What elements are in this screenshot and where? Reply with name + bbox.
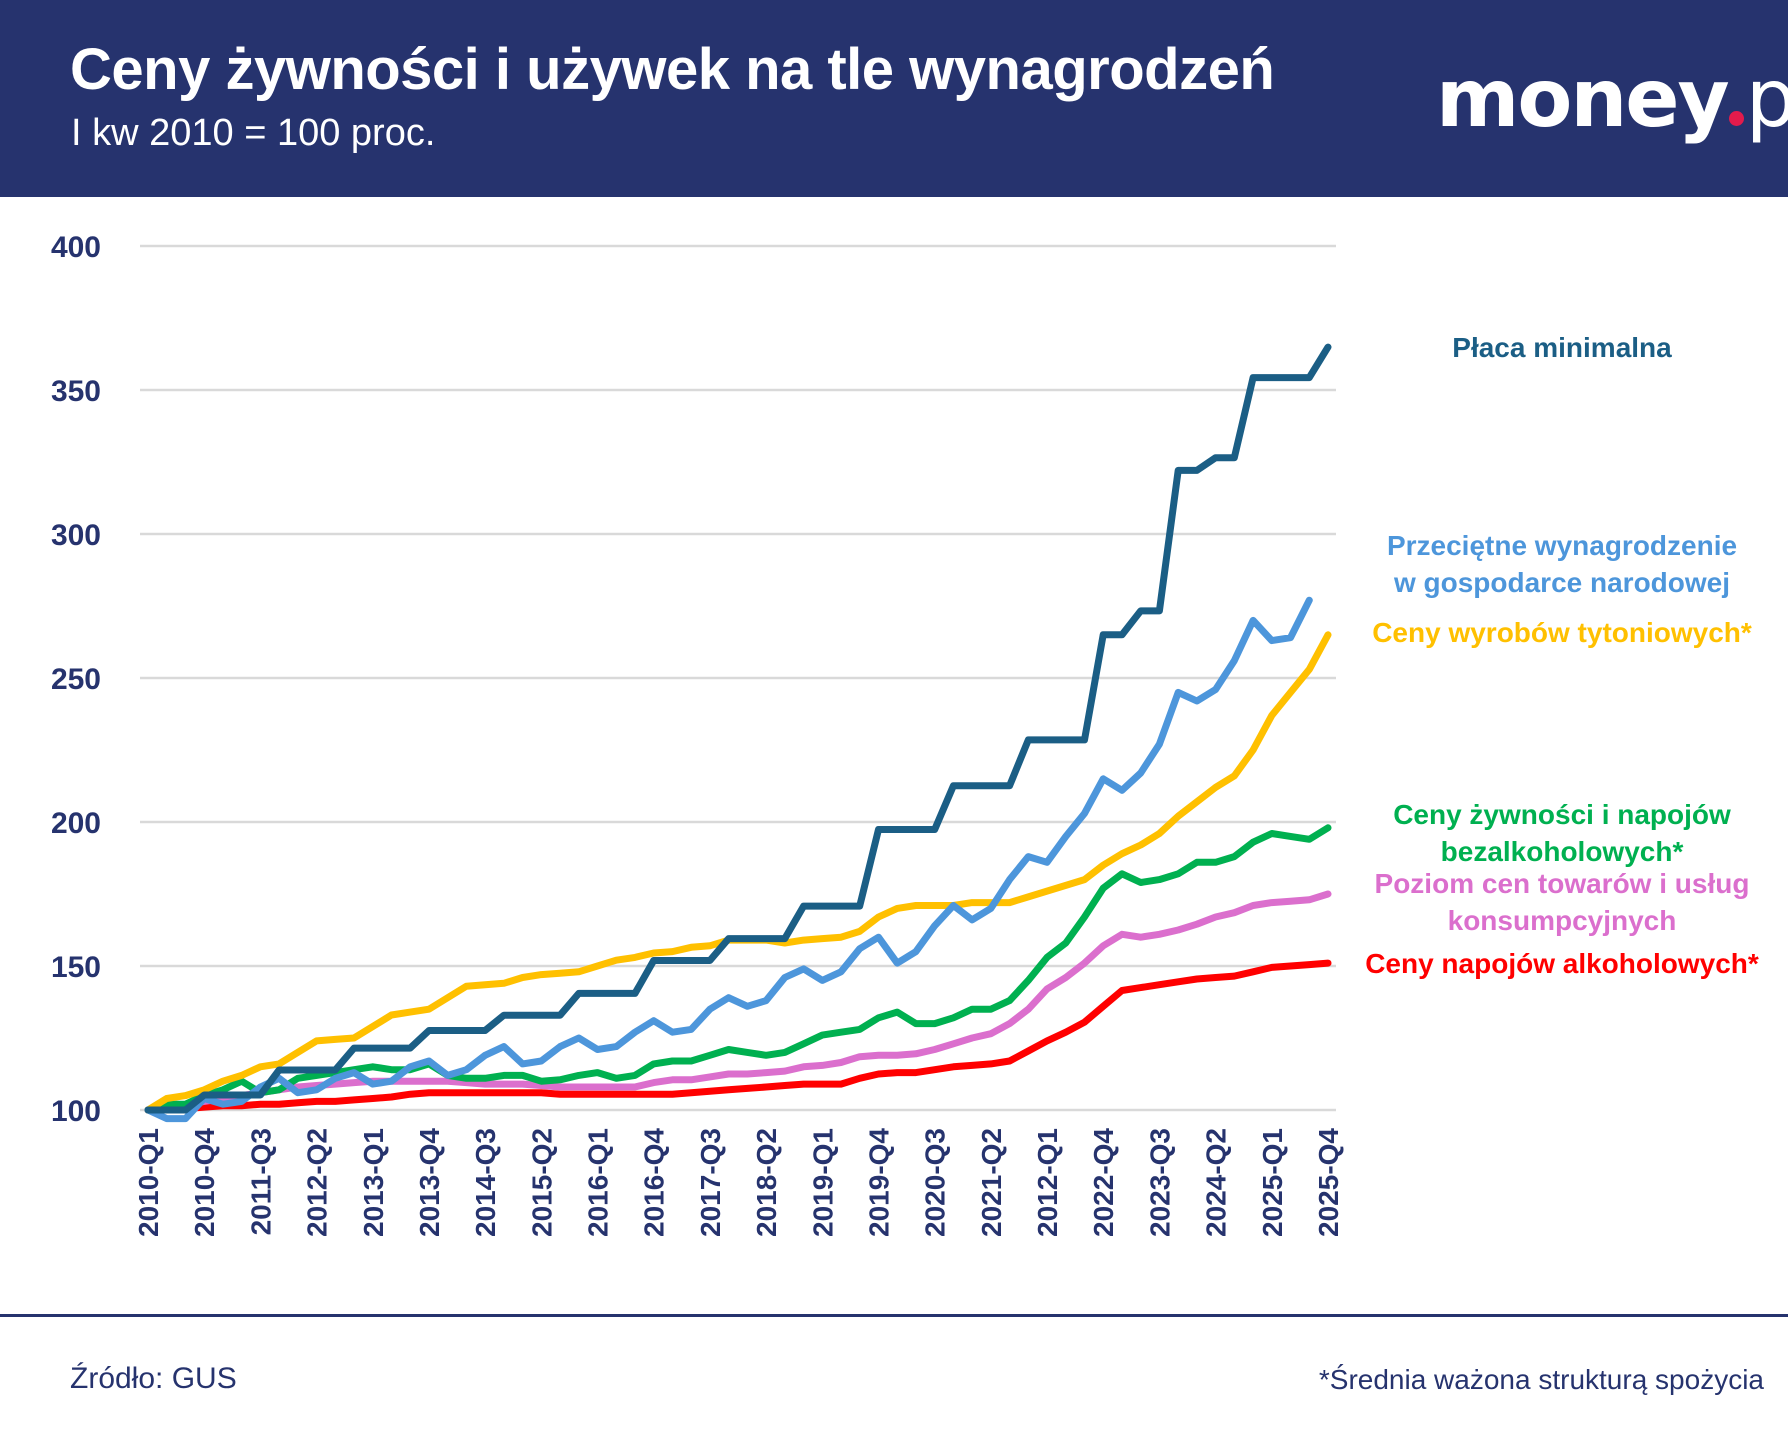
x-tick-label: 2022-Q4 [1088,1128,1119,1237]
series-line [144,959,1332,1114]
y-tick-label: 200 [51,807,101,840]
series-label: Ceny żywności i napojów bezalkoholowych* [1393,796,1731,870]
x-tick-label: 2010-Q4 [189,1128,220,1237]
x-tick-label: 2020-Q3 [920,1128,951,1237]
header-banner: Ceny żywności i używek na tle wynagrodze… [0,0,1788,197]
x-tick-label: 2011-Q3 [245,1128,276,1235]
logo-dot-icon [1728,111,1744,126]
series-label: Poziom cen towarów i usług konsumpcyjnych [1375,865,1750,939]
series-line [144,890,1332,1114]
y-tick-label: 400 [51,231,101,264]
series-label-line: Płaca minimalna [1452,332,1672,363]
money-pl-logo: moneypl [1436,52,1788,145]
chart-title: Ceny żywności i używek na tle wynagrodze… [70,37,1275,102]
x-tick-label: 2017-Q3 [695,1128,726,1237]
x-tick-label: 2016-Q1 [583,1128,614,1237]
x-tick-label: 2021-Q2 [976,1128,1007,1237]
y-tick-label: 300 [51,519,101,552]
series-label-line: konsumpcyjnych [1447,905,1677,936]
x-tick-label: 2013-Q1 [358,1128,389,1237]
x-tick-label: 2025-Q1 [1257,1128,1288,1237]
y-tick-label: 350 [51,375,101,408]
series-label: Płaca minimalna [1452,329,1671,366]
x-tick-label: 2015-Q2 [526,1128,557,1237]
x-tick-label: 2019-Q4 [863,1128,894,1237]
footer-divider [0,1314,1788,1317]
series-line [144,343,1332,1114]
line-chart: 100 150 200 250 300 350 400 2010-Q1 2010-Q4 2011-… [51,231,1344,1237]
y-tick-label: 250 [51,663,101,696]
series-label-line: Ceny napojów alkoholowych* [1365,948,1759,979]
x-tick-label: 2019-Q1 [807,1128,838,1237]
chart-subtitle: I kw 2010 = 100 proc. [71,112,436,154]
y-tick-label: 150 [51,951,101,984]
x-tick-label: 2012-Q1 [1032,1128,1063,1237]
series-label-line: Ceny żywności i napojów [1393,799,1731,830]
x-tick-label: 2018-Q2 [751,1128,782,1237]
series-label-line: w gospodarce narodowej [1393,567,1731,598]
series-label: Przeciętne wynagrodzenie w gospodarce nar… [1387,527,1737,601]
x-tick-label: 2023-Q3 [1144,1128,1175,1237]
x-tick-label: 2012-Q2 [302,1128,333,1237]
series-label: Ceny wyrobów tytoniowych* [1372,614,1752,651]
series-label-line: Przeciętne wynagrodzenie [1386,530,1738,561]
x-tick-label: 2024-Q2 [1201,1128,1232,1237]
footnote: *Średnia ważona strukturą spożycia [1318,1364,1764,1395]
x-tick-label: 2013-Q4 [414,1128,445,1237]
series-label-line: Ceny wyrobów tytoniowych* [1372,617,1752,648]
x-tick-label: 2014-Q3 [470,1128,501,1237]
x-tick-label: 2025-Q4 [1313,1128,1344,1237]
source-note: Źródło: GUS [70,1362,237,1395]
series-label-line: Poziom cen towarów i usług [1374,868,1750,899]
series-line [144,631,1332,1114]
series-label: Ceny napojów alkoholowych* [1365,945,1759,982]
x-tick-label: 2010-Q1 [133,1128,164,1237]
x-tick-label: 2016-Q4 [639,1128,670,1237]
series-line [144,824,1332,1114]
series-label-line: bezalkoholowych* [1440,836,1684,867]
y-tick-label: 100 [51,1095,101,1128]
series-line [144,596,1313,1123]
